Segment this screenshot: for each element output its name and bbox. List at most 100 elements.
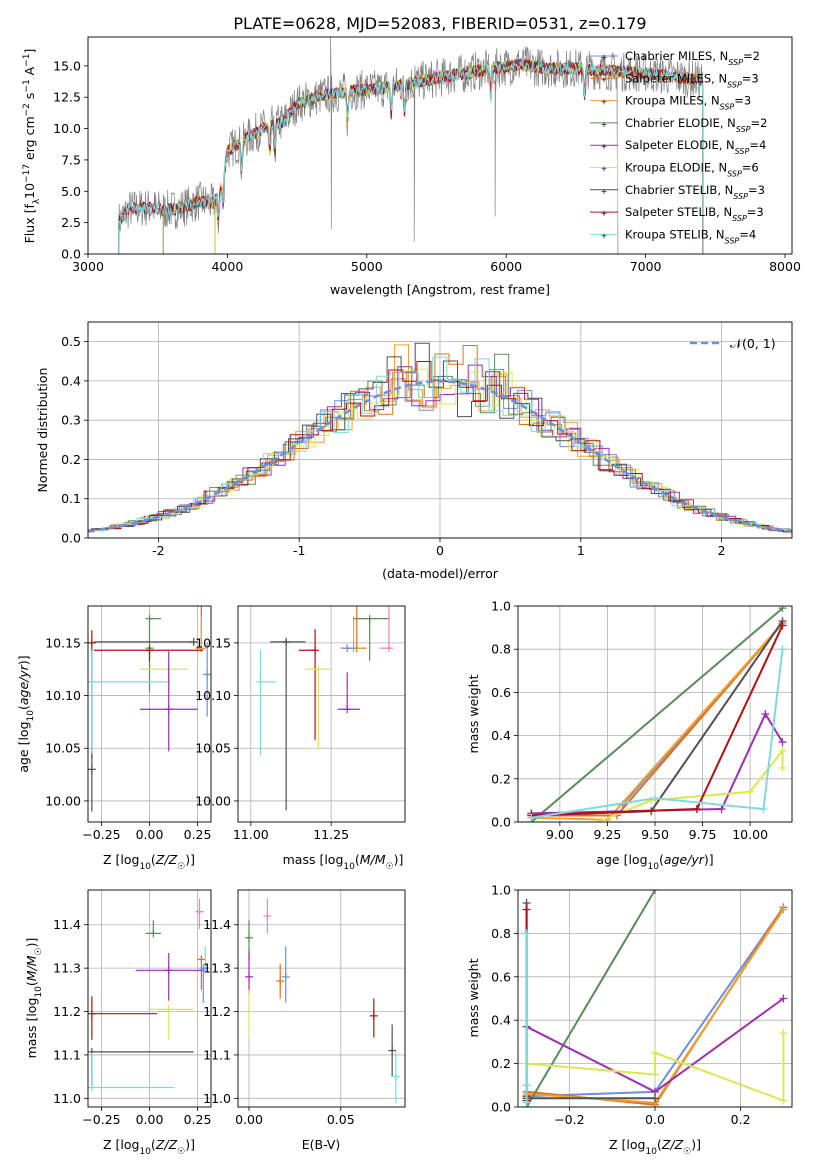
- legend-sub: SSP: [735, 147, 750, 156]
- legend-name: Chabrier ELODIE, N: [625, 116, 736, 130]
- y-tick-label: 10.00: [45, 793, 81, 808]
- label-part: age/yr: [16, 664, 31, 705]
- errorbar-point: [391, 1050, 400, 1103]
- legend-sub: SSP: [728, 58, 743, 67]
- legend-sub: SSP: [727, 169, 742, 178]
- weight-marker: [527, 813, 536, 822]
- label-part: ☉: [683, 1147, 691, 1157]
- x-tick-label: 3000: [72, 259, 104, 274]
- label-part: Z/Z: [155, 852, 178, 867]
- legend-sub: SSP: [725, 236, 740, 245]
- errorbar-point: [276, 963, 285, 999]
- label-part: 10: [26, 710, 36, 722]
- y-axis-label: age [log10(age/yr)]: [16, 655, 36, 772]
- errorbar-point: [93, 637, 198, 646]
- weight-marker: [778, 606, 787, 613]
- x-tick-label: 11.00: [233, 827, 269, 842]
- x-tick-label: 0.2: [731, 1112, 751, 1127]
- y-tick-label: 0.3: [61, 413, 81, 428]
- errorbar-point: [245, 989, 254, 1038]
- label-part: −1: [22, 54, 32, 67]
- axes-frame: [87, 36, 793, 255]
- y-tick-label: 11.0: [203, 1091, 231, 1106]
- x-tick-label: 7000: [630, 259, 662, 274]
- plot-area: [88, 342, 792, 533]
- panel-mass_vs_EBV: 0.00 0.05 11.0 11.1 11.2 11.3 11.4 E(B-V): [203, 889, 406, 1152]
- legend-sub: SSP: [727, 80, 742, 89]
- x-tick-label: 8000: [769, 259, 801, 274]
- x-tick-label: 5000: [351, 259, 383, 274]
- legend-n: =2: [743, 49, 760, 63]
- label-part: Z/Z: [661, 1137, 684, 1152]
- errorbar-point: [147, 1005, 194, 1040]
- legend-marker: +: [601, 209, 608, 218]
- y-tick-label: 12.5: [53, 90, 81, 105]
- label-part: 10: [139, 862, 151, 872]
- weight-marker: [651, 1070, 659, 1079]
- weight-marker: [651, 890, 659, 894]
- y-tick-label: 11.2: [53, 1004, 81, 1019]
- x-tick-label: 0.0: [645, 1112, 665, 1127]
- legend-name: Chabrier MILES, N: [625, 49, 728, 63]
- weight-marker: [717, 805, 726, 814]
- axes-frame: [517, 605, 793, 823]
- y-axis-label: mass weight: [466, 958, 481, 1037]
- label-part: )]: [704, 852, 714, 867]
- y-tick-label: 10.10: [45, 688, 81, 703]
- x-tick-label: -2: [152, 543, 164, 558]
- y-tick-label: 0.1: [61, 491, 81, 506]
- y-tick-label: 5.0: [61, 184, 81, 199]
- y-tick-label: 11.4: [203, 917, 231, 932]
- label-part: ☉: [34, 947, 44, 955]
- legend-label: Salpeter ELODIE, NSSP=4: [625, 138, 766, 156]
- axes-frame: [237, 605, 406, 823]
- label-part: (: [16, 705, 31, 710]
- y-tick-label: 11.2: [203, 1004, 231, 1019]
- errorbar-point: [88, 1047, 194, 1087]
- y-tick-label: 10.15: [195, 635, 231, 650]
- legend-label: Kroupa ELODIE, NSSP=6: [625, 161, 759, 179]
- x-axis-label: E(B-V): [302, 1137, 341, 1152]
- plot-area: [118, 37, 704, 254]
- y-tick-label: 0.8: [491, 926, 511, 941]
- legend-marker: +: [601, 75, 608, 84]
- x-tick-label: 0.00: [235, 1112, 263, 1127]
- errorbar-point: [88, 753, 96, 812]
- y-tick-label: 11.3: [53, 961, 81, 976]
- y-tick-label: 0.0: [61, 531, 81, 546]
- legend-label: Chabrier STELIB, NSSP=3: [625, 183, 765, 201]
- weight-marker: [778, 764, 787, 772]
- x-axis-label: age [log10(age/yr)]: [596, 852, 713, 872]
- legend-n: =6: [742, 161, 759, 175]
- errorbar-point: [88, 1052, 175, 1092]
- figure-title: PLATE=0628, MJD=52083, FIBERID=0531, z=0…: [233, 14, 646, 33]
- plot-area: [88, 898, 210, 1092]
- legend-sub: SSP: [733, 191, 748, 200]
- legend-n: =4: [739, 227, 756, 241]
- y-tick-label: 11.0: [53, 1091, 81, 1106]
- errorbar-point: [197, 955, 206, 990]
- label-part: mass weight: [466, 958, 481, 1037]
- label-part: λ: [32, 198, 42, 204]
- y-tick-label: 1.0: [491, 599, 511, 614]
- errorbar-point: [379, 606, 393, 653]
- weight-line: [531, 624, 784, 817]
- x-axis-label: wavelength [Angstrom, rest frame]: [330, 282, 550, 297]
- legend-label: 𝒩(0, 1): [730, 336, 776, 351]
- weight-marker: [522, 1098, 531, 1107]
- y-tick-label: 0.0: [491, 1100, 511, 1115]
- errorbar-point: [281, 946, 290, 1003]
- y-tick-label: 2.5: [61, 215, 81, 230]
- y-tick-label: 1.0: [491, 883, 511, 898]
- label-part: (: [151, 1137, 156, 1152]
- axes-frame: [87, 605, 212, 823]
- x-tick-label: 9.25: [594, 827, 622, 842]
- x-tick-label: 9.75: [689, 827, 717, 842]
- label-part: 10: [22, 183, 37, 199]
- x-tick-label: −0.25: [82, 1112, 120, 1127]
- errorbar-point: [369, 998, 378, 1038]
- y-tick-label: 0.5: [61, 334, 81, 349]
- plot-area: [256, 606, 393, 811]
